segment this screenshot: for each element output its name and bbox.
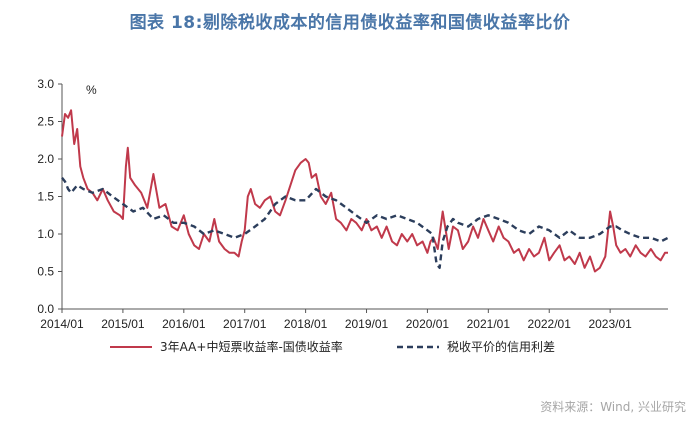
series-lines bbox=[61, 109, 669, 273]
x-tick-label: 2019/01 bbox=[345, 317, 389, 331]
y-tick-label: 3.0 bbox=[37, 77, 54, 91]
legend-label-1: 3年AA+中短票收益率-国债收益率 bbox=[160, 339, 343, 354]
y-tick-label: 1.5 bbox=[37, 190, 54, 204]
x-tick-label: 2018/01 bbox=[284, 317, 328, 331]
unit-label: % bbox=[86, 83, 97, 97]
y-tick-label: 0.5 bbox=[37, 265, 54, 279]
legend-label-2: 税收平价的信用利差 bbox=[447, 339, 555, 354]
legend: 3年AA+中短票收益率-国债收益率 税收平价的信用利差 bbox=[110, 339, 555, 354]
x-tick-label: 2014/01 bbox=[40, 317, 84, 331]
y-tick-label: 1.0 bbox=[37, 227, 54, 241]
y-tick-label: 2.0 bbox=[37, 152, 54, 166]
x-tick-label: 2022/01 bbox=[528, 317, 572, 331]
x-tick-label: 2020/01 bbox=[406, 317, 450, 331]
x-tick-label: 2023/01 bbox=[588, 317, 632, 331]
x-axis: 2014/01 2015/01 2016/01 2017/01 2018/01 2019/… bbox=[40, 308, 668, 331]
source-note: 资料来源：Wind, 兴业研究 bbox=[540, 400, 686, 414]
series-line-2 bbox=[61, 177, 669, 269]
x-tick-label: 2015/01 bbox=[101, 317, 145, 331]
y-tick-label: 2.5 bbox=[37, 115, 54, 129]
x-tick-label: 2021/01 bbox=[467, 317, 511, 331]
chart-title: 图表 18:剔除税收成本的信用债收益率和国债收益率比价 bbox=[129, 13, 571, 33]
y-axis: 0.0 0.5 1.0 1.5 2.0 2.5 3.0 bbox=[37, 77, 63, 316]
x-tick-label: 2016/01 bbox=[162, 317, 206, 331]
y-tick-label: 0.0 bbox=[37, 302, 54, 316]
series-line-1 bbox=[61, 109, 668, 273]
x-tick-label: 2017/01 bbox=[223, 317, 267, 331]
